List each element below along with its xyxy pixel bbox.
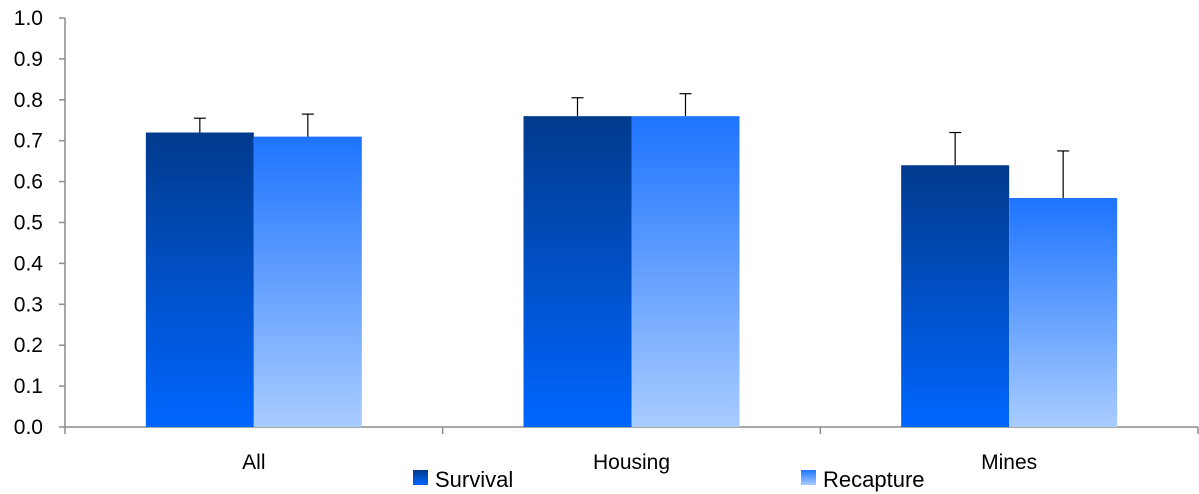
x-tick-label: All bbox=[242, 451, 265, 474]
y-tick-label: 0.5 bbox=[14, 212, 43, 235]
bar-recapture-all bbox=[253, 136, 362, 428]
bar-survival-mines bbox=[901, 165, 1010, 428]
x-tick-label: Mines bbox=[981, 451, 1037, 474]
y-tick-label: 0.0 bbox=[14, 416, 43, 439]
legend-label-recapture: Recapture bbox=[823, 467, 925, 492]
bar-recapture-mines bbox=[1009, 197, 1118, 427]
y-axis: 0.0 0.1 0.2 0.3 0.4 0.5 0.6 0.7 0.8 0.9 1.0 bbox=[14, 7, 66, 439]
bar-survival-housing bbox=[523, 116, 632, 427]
y-tick-label: 0.9 bbox=[14, 48, 43, 71]
y-tick-label: 0.1 bbox=[14, 375, 43, 398]
y-tick-label: 0.4 bbox=[14, 252, 44, 275]
y-tick-label: 0.6 bbox=[14, 171, 43, 194]
y-tick-label: 0.7 bbox=[14, 130, 43, 153]
x-axis: All Housing Mines bbox=[64, 426, 1199, 474]
legend-label-survival: Survival bbox=[435, 467, 513, 492]
y-tick-label: 0.3 bbox=[14, 293, 43, 316]
x-tick-label: Housing bbox=[593, 451, 670, 474]
y-tick-label: 0.2 bbox=[14, 334, 43, 357]
bars bbox=[145, 93, 1118, 428]
y-tick-label: 0.8 bbox=[14, 89, 43, 112]
legend-swatch-recapture bbox=[801, 470, 816, 485]
bar-recapture-housing bbox=[631, 116, 740, 427]
y-tick-label: 1.0 bbox=[14, 7, 43, 30]
legend-swatch-survival bbox=[413, 470, 428, 485]
bar-survival-all bbox=[145, 132, 254, 427]
legend: Survival Recapture bbox=[413, 467, 925, 492]
